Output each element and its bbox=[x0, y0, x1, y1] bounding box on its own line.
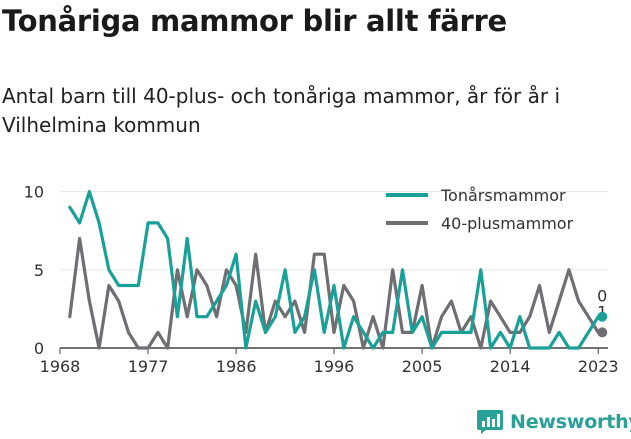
x-tick-label: 2014 bbox=[490, 357, 531, 376]
legend: Tonårsmammor 40-plusmammor bbox=[386, 186, 574, 233]
x-tick-label: 2023 bbox=[578, 357, 619, 376]
y-tick-label: 5 bbox=[34, 261, 44, 280]
end-labels: 10 bbox=[597, 287, 607, 338]
legend-label: 40-plusmammor bbox=[441, 214, 574, 233]
end-point bbox=[597, 327, 608, 338]
chart-title: Tonåriga mammor blir allt färre bbox=[2, 4, 507, 38]
x-tick-label: 1968 bbox=[40, 357, 81, 376]
x-tick-label: 1996 bbox=[314, 357, 355, 376]
chart-subtitle: Antal barn till 40-plus- och tonåriga ma… bbox=[2, 84, 561, 137]
y-tick-label: 0 bbox=[34, 339, 44, 358]
brand-name: Newsworthy bbox=[510, 411, 631, 433]
end-value-label: 0 bbox=[597, 287, 607, 306]
end-point bbox=[597, 311, 608, 322]
x-tick-label: 1977 bbox=[128, 357, 169, 376]
grid-lines bbox=[60, 191, 608, 271]
y-tick-label: 10 bbox=[24, 183, 44, 202]
bar-chart-logo-icon bbox=[477, 410, 503, 434]
series-line-tonarsmammor bbox=[68, 190, 600, 350]
series-line-40-plusmammor bbox=[68, 236, 600, 350]
brand-logo: Newsworthy bbox=[476, 408, 631, 436]
series-lines bbox=[68, 190, 600, 350]
x-tick-label: 2005 bbox=[402, 357, 443, 376]
legend-label: Tonårsmammor bbox=[440, 186, 566, 205]
x-tick-label: 1986 bbox=[216, 357, 257, 376]
axes: 0 5 10 1968 1977 1986 1996 2005 2014 2023 bbox=[24, 183, 619, 376]
